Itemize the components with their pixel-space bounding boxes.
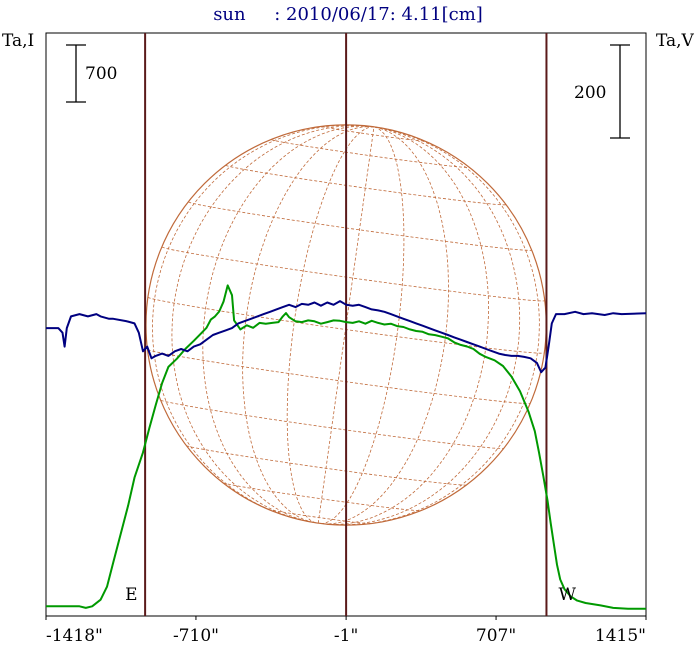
latitude-line <box>147 349 531 404</box>
left-axis-label: Ta,I <box>2 31 34 51</box>
x-tick-label: -1418" <box>46 626 103 646</box>
latitude-line <box>225 165 507 206</box>
x-axis-ticks: -1418" -710" -1" 707" 1415" <box>45 616 647 646</box>
latitude-line <box>160 399 504 449</box>
limb-label-e: E <box>125 585 137 605</box>
longitude-line <box>325 126 489 525</box>
x-tick-label: -710" <box>173 626 219 646</box>
longitude-line <box>171 125 375 523</box>
left-scale-bar: 700 <box>66 44 117 103</box>
longitude-line <box>320 126 405 524</box>
latitude-line <box>321 126 425 142</box>
longitude-line <box>323 126 449 525</box>
latitude-line <box>222 482 421 512</box>
longitude-line <box>286 126 375 524</box>
limb-lines <box>144 33 548 616</box>
longitude-line <box>327 126 521 526</box>
series-line-V <box>46 300 647 374</box>
data-series <box>46 284 647 610</box>
right-axis-label: Ta,V <box>656 31 695 51</box>
longitude-line <box>338 126 540 526</box>
x-tick-label: 707" <box>476 626 516 646</box>
x-tick-label: -1" <box>334 626 358 646</box>
left-scale-label: 700 <box>85 64 117 84</box>
right-scale-bar: 200 <box>574 44 630 139</box>
longitude-line <box>202 125 375 523</box>
latitude-line <box>186 445 467 486</box>
x-tick-label: 1415" <box>595 626 646 646</box>
limb-label-w: W <box>558 585 576 605</box>
chart-title: sun : 2010/06/17: 4.11[cm] <box>213 4 483 25</box>
right-scale-label: 200 <box>574 83 606 103</box>
series-line-I <box>46 284 646 610</box>
solar-disk-grid <box>145 124 547 526</box>
longitude-line <box>242 126 375 523</box>
